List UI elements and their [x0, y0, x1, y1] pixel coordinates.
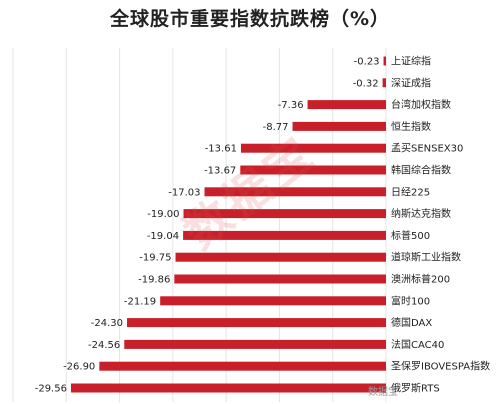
chart-title: 全球股市重要指数抗跌榜（%） — [109, 8, 391, 30]
value-label: -24.56 — [88, 340, 120, 351]
bar — [160, 296, 386, 306]
bar — [240, 165, 386, 175]
value-label: -0.32 — [353, 78, 379, 89]
category-label: 标普500 — [391, 229, 430, 242]
category-label: 道琼斯工业指数 — [391, 251, 461, 264]
category-label: 澳洲标普200 — [391, 273, 450, 286]
category-label: 德国DAX — [391, 316, 432, 329]
value-label: -19.04 — [147, 231, 179, 242]
category-label: 上证综指 — [391, 55, 431, 68]
category-label: 韩国综合指数 — [391, 164, 451, 177]
bar — [307, 100, 386, 110]
bar — [292, 121, 386, 131]
value-label: -0.23 — [354, 57, 380, 68]
category-label: 日经225 — [391, 185, 430, 198]
value-label: -7.36 — [278, 100, 304, 111]
value-label: -26.90 — [63, 362, 95, 373]
bar — [124, 339, 387, 349]
value-label: -13.67 — [204, 166, 236, 177]
category-label: 深证成指 — [391, 76, 431, 89]
labels: -0.23 上证综指 -0.32 深证成指 -7.36 台湾加权指数 -8.77 恒生指数 -1… — [35, 55, 490, 395]
category-label: 台湾加权指数 — [391, 98, 451, 111]
bar — [174, 274, 386, 284]
value-label: -17.03 — [168, 187, 200, 198]
value-label: -21.19 — [124, 296, 156, 307]
category-label: 圣保罗IBOVESPA指数 — [391, 360, 490, 373]
bar — [127, 318, 386, 328]
category-label: 孟买SENSEX30 — [391, 143, 463, 155]
category-label: 恒生指数 — [391, 120, 431, 133]
bar — [183, 230, 386, 240]
value-label: -19.75 — [139, 253, 171, 264]
bar — [183, 209, 386, 219]
value-label: -29.56 — [35, 384, 67, 395]
bars — [70, 56, 387, 393]
value-label: -19.00 — [147, 209, 179, 220]
category-label: 富时100 — [391, 294, 430, 307]
value-label: -13.61 — [205, 144, 237, 155]
bar — [99, 361, 386, 371]
bar — [175, 252, 386, 262]
bar — [204, 187, 386, 197]
corner-watermark: 数据宝 — [368, 387, 398, 398]
value-label: -19.86 — [138, 275, 170, 286]
bar — [240, 143, 386, 153]
value-label: -8.77 — [263, 122, 289, 133]
bar — [382, 78, 386, 88]
category-label: 法国CAC40 — [391, 338, 444, 351]
bar — [70, 383, 386, 393]
category-label: 纳斯达克指数 — [391, 207, 451, 220]
value-label: -24.30 — [91, 318, 123, 329]
category-label: 俄罗斯RTS — [391, 382, 440, 395]
bar — [383, 56, 386, 66]
